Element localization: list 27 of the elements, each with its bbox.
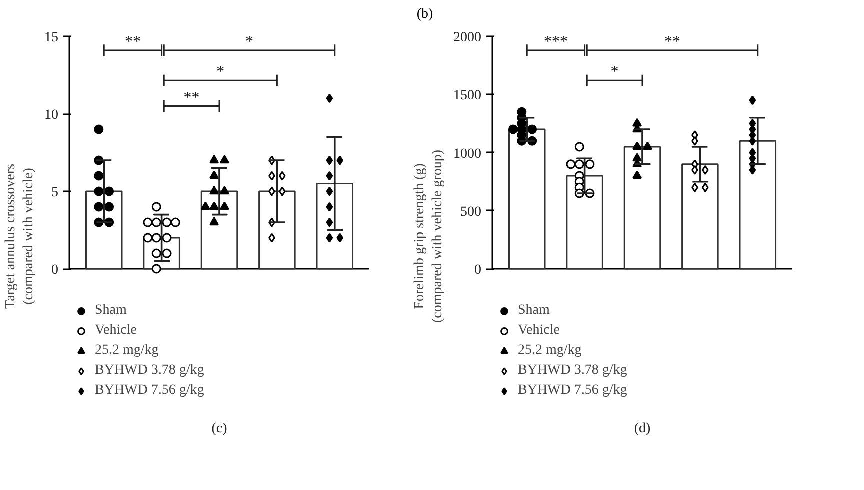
- legend-label: BYHWD 3.78 g/kg: [95, 362, 204, 380]
- y-tick-label: 10: [44, 108, 58, 124]
- y-tick-label: 0: [474, 263, 482, 278]
- y-axis-title: Target annulus crossovers (compared with vehicle): [4, 164, 36, 309]
- legend-label: BYHWD 3.78 g/kg: [518, 362, 628, 380]
- y-tick-label: 2000: [454, 30, 482, 46]
- y-axis-title: Forelimb grip strength (g) (compared with vehicle group): [412, 150, 446, 323]
- y-tick-label: 1500: [454, 88, 482, 104]
- legend-label: BYHWD 7.56 g/kg: [518, 382, 628, 400]
- annotation: *: [610, 64, 619, 81]
- text: (c): [212, 422, 228, 436]
- y-tick-label: 5: [52, 186, 58, 201]
- text: (d): [634, 422, 651, 436]
- legend-label: Sham: [95, 302, 127, 320]
- legend-label: Sham: [518, 302, 550, 320]
- legend-label: Vehicle: [95, 322, 137, 340]
- legend-label: Vehicle: [518, 322, 560, 340]
- legend-label: BYHWD 7.56 g/kg: [95, 382, 204, 400]
- y-tick-label: 500: [460, 204, 482, 220]
- text: (b): [416, 6, 434, 24]
- legend-label: 25.2 mg/kg: [518, 342, 582, 360]
- annotation: **: [184, 89, 200, 106]
- y-tick-label: 1000: [454, 146, 482, 162]
- legend-label: 25.2 mg/kg: [95, 342, 159, 360]
- y-tick-label: 15: [44, 30, 58, 46]
- y-tick-label: 0: [52, 263, 58, 278]
- annotation: *: [216, 64, 225, 81]
